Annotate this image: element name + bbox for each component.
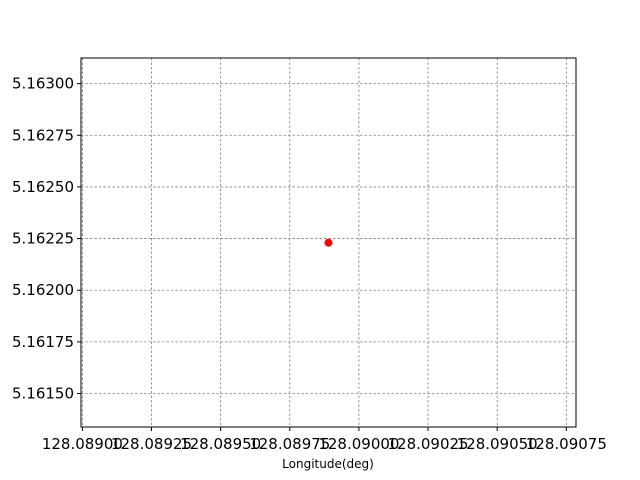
y-tick-label: 5.16200 bbox=[12, 281, 74, 299]
x-tick-label: 128.09025 bbox=[387, 435, 468, 453]
plot-frame bbox=[80, 57, 577, 428]
x-tick-label: 128.08950 bbox=[180, 435, 261, 453]
x-tick-label: 128.09000 bbox=[318, 435, 399, 453]
x-tick-label: 128.08975 bbox=[249, 435, 330, 453]
x-axis-label: Longitude(deg) bbox=[282, 457, 374, 471]
grid bbox=[81, 58, 576, 427]
data-point bbox=[324, 238, 333, 247]
y-tick-label: 5.16225 bbox=[12, 230, 74, 248]
x-tick-label: 128.08900 bbox=[42, 435, 123, 453]
y-tick-label: 5.16175 bbox=[12, 333, 74, 351]
x-tick-label: 128.09075 bbox=[526, 435, 607, 453]
data-points bbox=[324, 238, 333, 247]
x-tick-label: 128.08925 bbox=[111, 435, 192, 453]
y-tick-label: 5.16250 bbox=[12, 178, 74, 196]
y-tick-label: 5.16275 bbox=[12, 126, 74, 144]
y-tick-label: 5.16150 bbox=[12, 385, 74, 403]
axis-ticks: 128.08900128.08925128.08950128.08975128.… bbox=[12, 75, 607, 453]
y-tick-label: 5.16300 bbox=[12, 75, 74, 93]
x-tick-label: 128.09050 bbox=[457, 435, 538, 453]
